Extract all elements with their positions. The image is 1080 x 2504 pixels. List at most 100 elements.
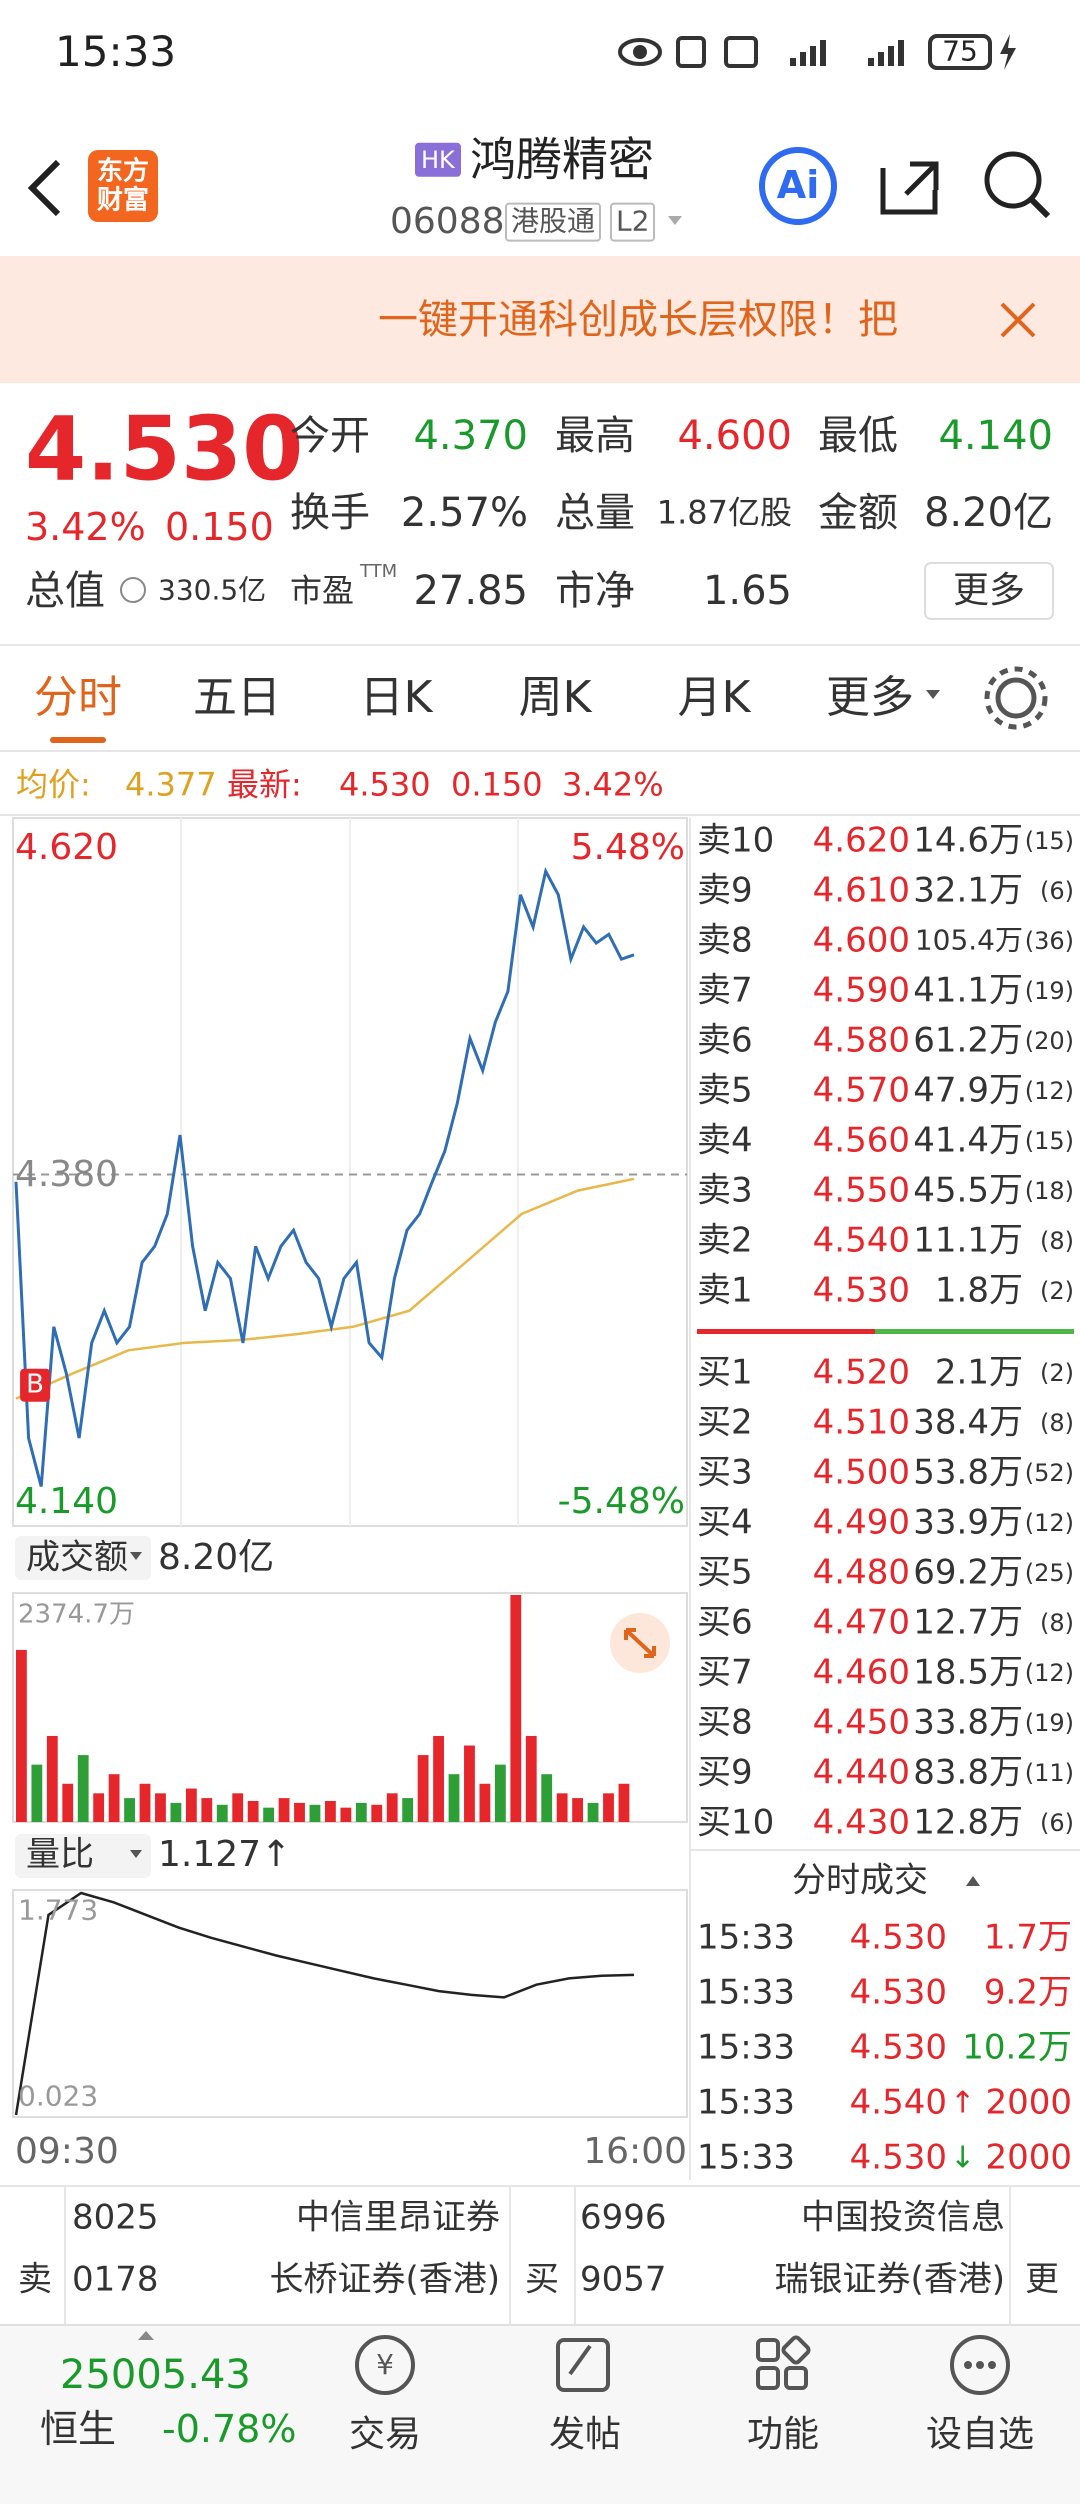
trade-time: 15:33 xyxy=(697,2082,795,2123)
stat-label: 最低 xyxy=(818,413,898,459)
tab[interactable]: 分时 xyxy=(34,671,122,723)
trades-title[interactable]: 分时成交 xyxy=(792,1860,928,1901)
level-volume: 69.2万 xyxy=(913,1552,1023,1593)
change: 0.150 xyxy=(165,505,274,550)
stat-value: 4.600 xyxy=(677,413,792,459)
app-logo[interactable]: 东方财富 xyxy=(96,156,149,215)
broker-id: 6996 xyxy=(580,2197,667,2238)
stat-value: 1.65 xyxy=(702,568,792,614)
trade-time: 15:33 xyxy=(697,2137,795,2178)
stat-label: 今开 xyxy=(290,413,370,459)
tab[interactable]: 日K xyxy=(359,671,433,723)
level-volume: 41.4万 xyxy=(913,1120,1023,1161)
broker-more[interactable]: 更 xyxy=(1025,2259,1059,2300)
tab[interactable]: 周K xyxy=(518,671,592,723)
trade-price: 4.530 xyxy=(849,1972,947,2013)
level-count: (12) xyxy=(1024,1076,1074,1105)
selector[interactable]: 量比 xyxy=(26,1834,94,1875)
pct-label: -5.48% xyxy=(557,1481,685,1523)
nav-item[interactable]: 设自选 xyxy=(925,2414,1035,2456)
level-badge: L2 xyxy=(610,202,656,242)
level-volume: 83.8万 xyxy=(913,1752,1023,1793)
level-volume: 14.6万 xyxy=(913,820,1023,861)
trade-volume: 9.2万 xyxy=(983,1972,1072,2013)
level-label: 卖4 xyxy=(697,1120,753,1161)
volume-bar xyxy=(62,1783,74,1822)
level-price: 4.500 xyxy=(812,1452,910,1493)
volume-bar xyxy=(201,1798,213,1822)
volume-bar xyxy=(309,1804,321,1822)
y-tick-label: 1.773 xyxy=(18,1893,99,1927)
level-price: 4.490 xyxy=(812,1502,910,1543)
level-volume: 11.1万 xyxy=(913,1220,1023,1261)
selector[interactable]: 成交额 xyxy=(26,1537,128,1578)
last-price: 4.530 xyxy=(25,397,304,501)
change-pct: 3.42% xyxy=(25,505,146,550)
volume-bar xyxy=(185,1788,197,1822)
avg-label: 均价: xyxy=(16,765,91,804)
level-price: 4.450 xyxy=(812,1702,910,1743)
price-line xyxy=(14,867,635,1487)
broker-id: 8025 xyxy=(72,2197,159,2238)
volume-bar xyxy=(541,1774,553,1822)
ai-button[interactable]: Ai xyxy=(776,163,820,208)
tab[interactable]: 月K xyxy=(677,671,751,723)
level-volume: 12.7万 xyxy=(913,1602,1023,1643)
level-volume: 2.1万 xyxy=(934,1352,1023,1393)
last-price: 4.530 xyxy=(339,765,431,804)
trade-price: 4.530 xyxy=(849,1917,947,1958)
level-price: 4.550 xyxy=(812,1170,910,1211)
level-label: 买1 xyxy=(697,1352,753,1393)
level-price: 4.610 xyxy=(812,870,910,911)
stock-code: 06088 xyxy=(390,201,505,243)
time-label: 16:00 xyxy=(583,2131,687,2173)
y-tick-label: 0.023 xyxy=(18,2079,99,2113)
volume-bar xyxy=(170,1802,182,1822)
stat-value: 4.140 xyxy=(938,413,1053,459)
avg-line xyxy=(15,1177,635,1400)
index-value[interactable]: 25005.43 xyxy=(60,2352,251,2398)
nav-item[interactable]: 交易 xyxy=(348,2414,422,2456)
level-price: 4.590 xyxy=(812,970,910,1011)
level-volume: 33.8万 xyxy=(913,1702,1023,1743)
connect-badge: 港股通 xyxy=(505,202,602,242)
last-label: 最新: xyxy=(227,765,302,804)
index-name[interactable]: 恒生 xyxy=(40,2407,117,2452)
volume-bar xyxy=(93,1793,105,1822)
market-badge: HK xyxy=(415,142,461,178)
level-count: (18) xyxy=(1024,1176,1074,1205)
level-count: (8) xyxy=(1040,1608,1074,1637)
nav-item[interactable]: 功能 xyxy=(746,2414,820,2456)
tab[interactable]: 更多 xyxy=(826,671,914,723)
level-price: 4.440 xyxy=(812,1752,910,1793)
trade-arrow: ↓ xyxy=(950,2140,976,2176)
level-count: (19) xyxy=(1024,976,1074,1005)
more-button[interactable]: 更多 xyxy=(952,570,1026,612)
volume-bar xyxy=(525,1735,537,1822)
level-price: 4.540 xyxy=(812,1220,910,1261)
level-price: 4.510 xyxy=(812,1402,910,1443)
level-count: (52) xyxy=(1024,1458,1074,1487)
level-volume: 41.1万 xyxy=(913,970,1023,1011)
trade-price: 4.530 xyxy=(849,2137,947,2178)
volume-bar xyxy=(124,1798,135,1822)
level-label: 买8 xyxy=(697,1702,753,1743)
level-price: 4.480 xyxy=(812,1552,910,1593)
index-change[interactable]: -0.78% xyxy=(162,2407,297,2452)
level-label: 买4 xyxy=(697,1502,753,1543)
level-volume: 47.9万 xyxy=(913,1070,1023,1111)
level-label: 买10 xyxy=(697,1802,775,1843)
broker-name: 中信里昂证券 xyxy=(296,2197,500,2238)
level-volume: 18.5万 xyxy=(913,1652,1023,1693)
volume-bar xyxy=(603,1793,614,1822)
nav-item[interactable]: 发帖 xyxy=(548,2414,622,2456)
volume-bar xyxy=(417,1755,429,1822)
change: 0.150 xyxy=(451,765,543,804)
banner-text[interactable]: 一键开通科创成长层权限！把 xyxy=(378,297,898,343)
tab[interactable]: 五日 xyxy=(193,671,281,723)
stat-label: 市净 xyxy=(555,568,635,614)
level-count: (19) xyxy=(1024,1708,1074,1737)
trade-volume: 2000 xyxy=(985,2082,1072,2123)
svg-text:¥: ¥ xyxy=(376,2348,394,2381)
